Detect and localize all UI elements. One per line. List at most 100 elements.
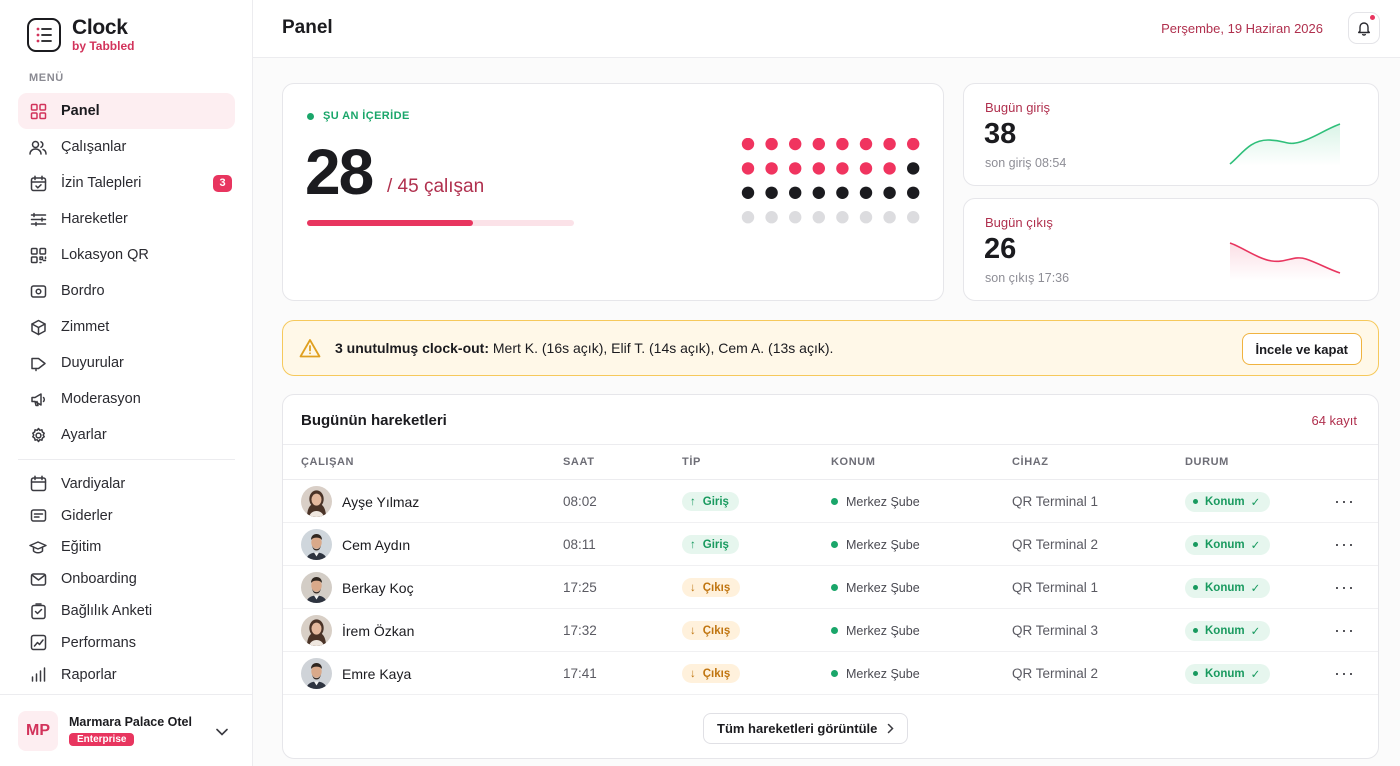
col-location[interactable]: KONUM	[831, 456, 876, 468]
arrow-up-icon: ↑	[690, 538, 696, 551]
presence-total: / 45 çalışan	[387, 176, 485, 197]
sidebar-item-hareketler[interactable]: Hareketler	[18, 201, 235, 237]
sidebar-item-baglilik-anketi[interactable]: Bağlılık Anketi	[18, 595, 235, 627]
status-dot	[1193, 585, 1198, 590]
location-cell: Merkez Şube	[831, 566, 920, 609]
status-cell: Konum ✓	[1185, 609, 1271, 652]
presence-dot-pink	[883, 162, 896, 175]
topbar: Panel Perşembe, 19 Haziran 2026	[253, 0, 1400, 58]
col-device[interactable]: CİHAZ	[1012, 456, 1049, 468]
col-status[interactable]: DURUM	[1185, 456, 1229, 468]
sidebar-item-bordro[interactable]: Bordro	[18, 273, 235, 309]
presence-dot-gray	[765, 211, 778, 224]
chevron-down-icon[interactable]	[216, 723, 228, 741]
review-and-close-button[interactable]: İncele ve kapat	[1241, 333, 1362, 365]
receipt-icon	[29, 507, 47, 525]
checkouts-value: 26	[984, 233, 1017, 265]
sidebar-item-egitim[interactable]: Eğitim	[18, 532, 235, 564]
banknote-icon	[29, 282, 47, 300]
table-row[interactable]: Emre Kaya 17:41 ↓ Çıkış Merkez Şube QR T…	[283, 652, 1378, 695]
type-cell: ↑ Giriş	[682, 523, 739, 566]
notifications-button[interactable]	[1348, 12, 1380, 44]
sidebar-item-raporlar[interactable]: Raporlar	[18, 659, 235, 691]
employee-name: Cem Aydın	[342, 536, 411, 553]
brand[interactable]: Clock by Tabbled	[27, 17, 134, 53]
warning-icon	[299, 339, 321, 358]
sidebar-item-zimmet[interactable]: Zimmet	[18, 309, 235, 345]
checkouts-sparkline	[1229, 242, 1341, 281]
col-time[interactable]: SAAT	[563, 456, 595, 468]
type-cell: ↓ Çıkış	[682, 609, 741, 652]
location-dot	[831, 584, 838, 591]
presence-dot-gray	[789, 211, 802, 224]
box-icon	[29, 318, 47, 336]
sidebar-item-label: Bağlılık Anketi	[61, 603, 153, 620]
logo-icon	[27, 18, 61, 52]
time-cell: 08:02	[563, 494, 597, 509]
presence-dot-grid	[741, 138, 920, 224]
sidebar: Clock by Tabbled MENÜ Panel Çalışanlar İ…	[0, 0, 253, 766]
org-plan-badge: Enterprise	[69, 732, 135, 746]
sidebar-item-performans[interactable]: Performans	[18, 627, 235, 659]
sidebar-item-onboarding[interactable]: Onboarding	[18, 563, 235, 595]
sidebar-item-label: Onboarding	[61, 571, 137, 588]
status-badge: Konum ✓	[1185, 534, 1271, 555]
sidebar-item-label: Raporlar	[61, 666, 117, 683]
table-row[interactable]: İrem Özkan 17:32 ↓ Çıkış Merkez Şube QR …	[283, 609, 1378, 652]
calendar-check-icon	[29, 174, 47, 192]
current-date: Perşembe, 19 Haziran 2026	[1161, 21, 1323, 36]
sidebar-item-giderler[interactable]: Giderler	[18, 500, 235, 532]
location-dot	[831, 670, 838, 677]
checkouts-card[interactable]: Bugün çıkış 26 son çıkış 17:36	[963, 198, 1379, 301]
location-cell: Merkez Şube	[831, 480, 920, 523]
org-switcher[interactable]: MP Marmara Palace Otel Enterprise	[0, 694, 252, 766]
presence-dot-pink	[789, 138, 802, 151]
presence-dot-pink	[836, 138, 849, 151]
row-more-button[interactable]: ···	[1334, 663, 1355, 683]
col-employee[interactable]: ÇALIŞAN	[301, 456, 355, 468]
presence-dot-gray	[883, 211, 896, 224]
sidebar-item-label: Bordro	[61, 283, 105, 299]
sidebar-item-izin-talepleri[interactable]: İzin Talepleri 3	[18, 165, 235, 201]
type-cell: ↑ Giriş	[682, 480, 739, 523]
table-row[interactable]: Berkay Koç 17:25 ↓ Çıkış Merkez Şube QR …	[283, 566, 1378, 609]
sidebar-item-vardiyalar[interactable]: Vardiyalar	[18, 468, 235, 500]
status-dot	[1193, 499, 1198, 504]
table-row[interactable]: Ayşe Yılmaz 08:02 ↑ Giriş Merkez Şube QR…	[283, 480, 1378, 523]
presence-dot-gray	[812, 211, 825, 224]
sidebar-item-label: Zimmet	[61, 319, 110, 335]
avatar	[301, 572, 332, 603]
checkins-value: 38	[984, 118, 1017, 150]
row-more-button[interactable]: ···	[1334, 577, 1355, 597]
checkins-card[interactable]: Bugün giriş 38 son giriş 08:54	[963, 83, 1379, 186]
avatar	[301, 615, 332, 646]
sidebar-item-duyurular[interactable]: Duyurular	[18, 345, 235, 381]
presence-dot-black	[812, 186, 825, 199]
presence-dot-pink	[812, 162, 825, 175]
row-more-button[interactable]: ···	[1334, 534, 1355, 554]
presence-dot-gray	[836, 211, 849, 224]
check-icon: ✓	[1250, 668, 1261, 681]
presence-dot-pink	[741, 162, 755, 175]
col-type[interactable]: TİP	[682, 456, 701, 468]
checkins-sparkline	[1229, 123, 1341, 166]
time-cell: 17:25	[563, 580, 597, 595]
employee-cell: İrem Özkan	[301, 609, 414, 652]
sidebar-item-ayarlar[interactable]: Ayarlar	[18, 417, 235, 453]
sidebar-item-panel[interactable]: Panel	[18, 93, 235, 129]
row-more-button[interactable]: ···	[1334, 491, 1355, 511]
checkout-badge: ↓ Çıkış	[682, 621, 741, 640]
view-all-movements-button[interactable]: Tüm hareketleri görüntüle	[703, 713, 909, 744]
sidebar-item-label: Moderasyon	[61, 391, 141, 407]
qr-icon	[29, 246, 47, 264]
sidebar-item-calisanlar[interactable]: Çalışanlar	[18, 129, 235, 165]
location-dot	[831, 627, 838, 634]
check-icon: ✓	[1250, 496, 1261, 509]
sidebar-item-moderasyon[interactable]: Moderasyon	[18, 381, 235, 417]
movements-count: 64 kayıt	[1311, 413, 1357, 428]
employee-name: Emre Kaya	[342, 665, 412, 682]
sidebar-item-lokasyon-qr[interactable]: Lokasyon QR	[18, 237, 235, 273]
row-more-button[interactable]: ···	[1334, 620, 1355, 640]
live-dot	[307, 112, 314, 120]
table-row[interactable]: Cem Aydın 08:11 ↑ Giriş Merkez Şube QR T…	[283, 523, 1378, 566]
